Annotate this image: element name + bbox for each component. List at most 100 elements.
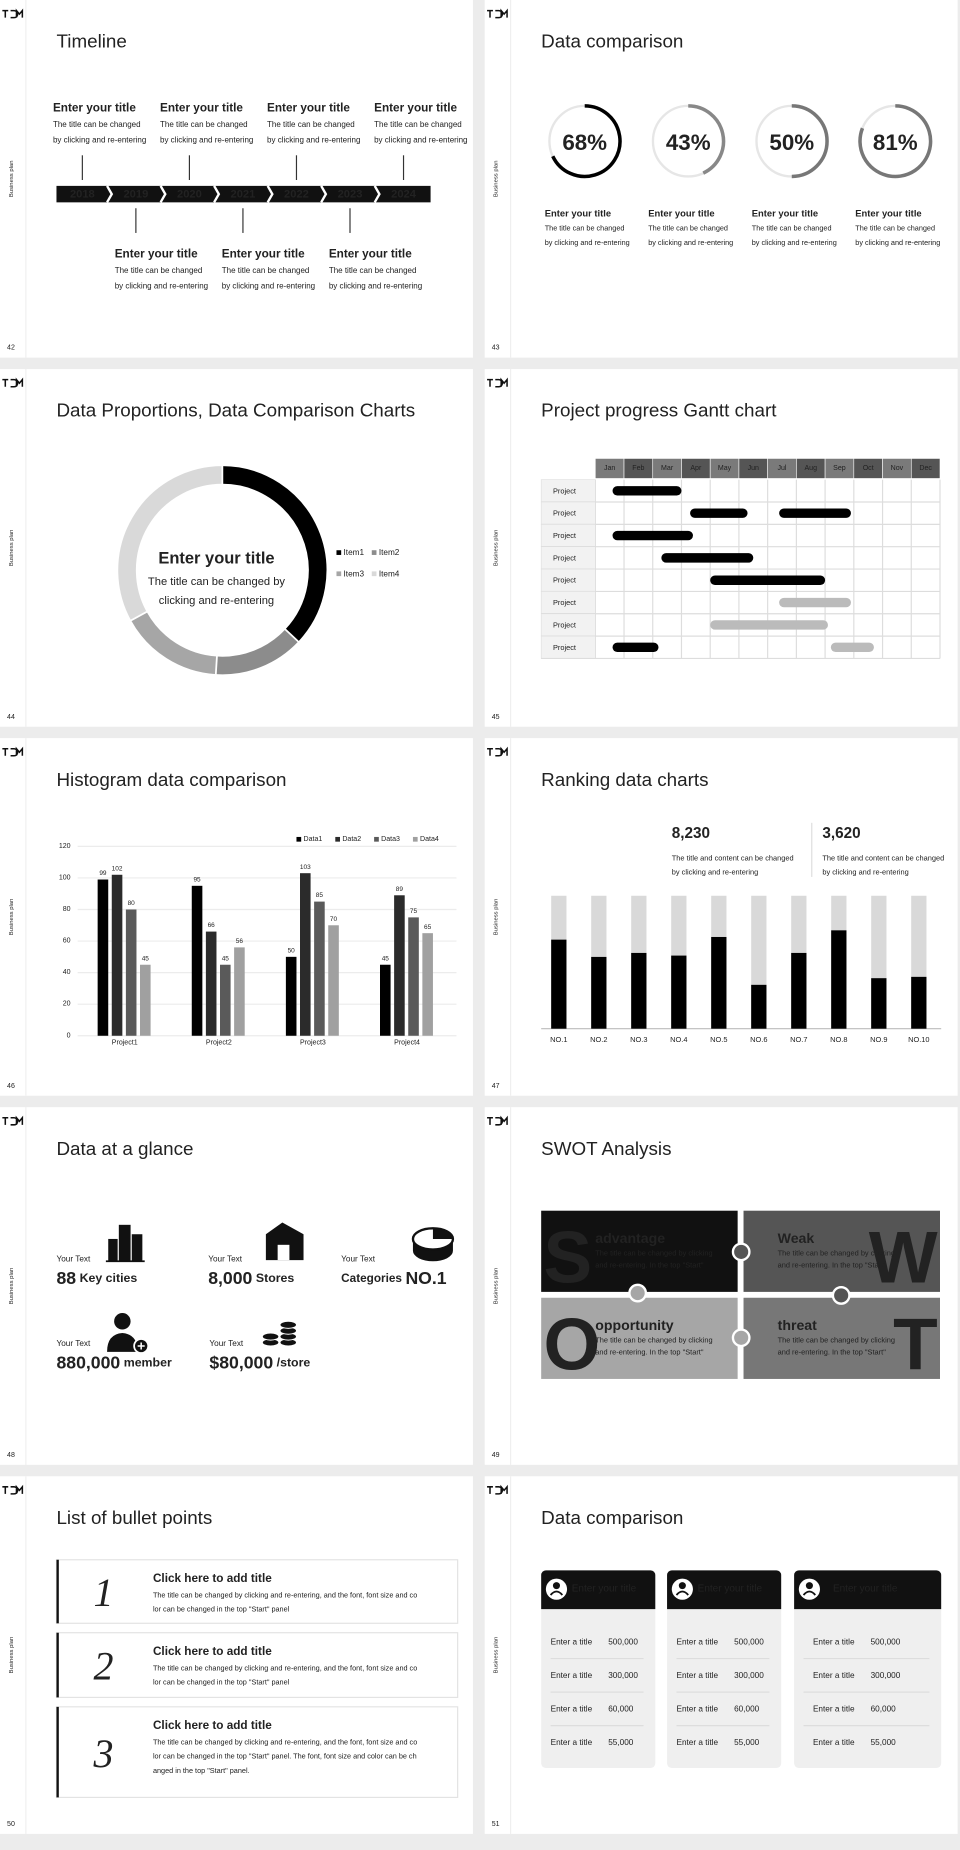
icon-store bbox=[265, 1222, 304, 1261]
x-tick-label: NO.9 bbox=[870, 1035, 887, 1044]
card-icon-body bbox=[549, 1590, 564, 1596]
bullet-box bbox=[55, 1706, 459, 1799]
month-label: Dec bbox=[919, 465, 932, 472]
row-value: 500,000 bbox=[734, 1638, 764, 1647]
stat-text: The title and content can be changed bbox=[672, 854, 794, 863]
event-text: The title can be changed bbox=[267, 120, 355, 129]
timeline-year: 2020 bbox=[177, 189, 202, 201]
event-text: The title can be changed bbox=[374, 120, 462, 129]
month-label: May bbox=[718, 465, 732, 472]
bar-value-label: 70 bbox=[330, 916, 338, 923]
bar-value-label: 103 bbox=[300, 864, 311, 871]
item-text: The title can be changed bbox=[752, 224, 832, 233]
event-text: by clicking and re-entering bbox=[160, 136, 253, 145]
page-number: 49 bbox=[492, 1452, 500, 1459]
logo bbox=[487, 1115, 508, 1126]
bar bbox=[591, 956, 607, 1029]
bullet-text: anged in the top "Start" panel. bbox=[153, 1766, 250, 1775]
swot-text: and re-entering. In the top "Start" bbox=[595, 1347, 704, 1356]
month-label: Jul bbox=[778, 465, 787, 472]
logo bbox=[2, 1484, 24, 1495]
timeline-year: 2021 bbox=[231, 189, 256, 201]
y-tick-label: 20 bbox=[63, 1001, 71, 1008]
swot-text: The title can be changed by clicking bbox=[778, 1249, 895, 1258]
swot-knob bbox=[831, 1285, 851, 1305]
slide-title: Data Proportions, Data Comparison Charts bbox=[56, 400, 415, 421]
row-label: Enter a title bbox=[813, 1705, 855, 1714]
month-label: Oct bbox=[863, 465, 874, 472]
page-number: 45 bbox=[492, 714, 500, 721]
slide-title: Project progress Gantt chart bbox=[541, 400, 777, 421]
bar bbox=[791, 952, 807, 1029]
bar-value-label: 85 bbox=[316, 892, 324, 899]
bar-value-label: 45 bbox=[222, 955, 230, 962]
event-text: by clicking and re-entering bbox=[53, 136, 146, 145]
slide: Business plan 50 List of bullet points 1 Cli… bbox=[0, 1476, 473, 1834]
x-tick-label: Project4 bbox=[394, 1039, 420, 1046]
donut-segment bbox=[131, 611, 218, 675]
event-text: The title can be changed bbox=[222, 266, 310, 275]
bullet-number: 3 bbox=[93, 1731, 114, 1776]
donut-center-title: Enter your title bbox=[158, 549, 274, 567]
bar bbox=[220, 964, 231, 1036]
swot-piece bbox=[743, 1210, 940, 1292]
item-unit: member bbox=[124, 1355, 172, 1369]
gantt-bar bbox=[661, 553, 754, 563]
donut-segment bbox=[215, 629, 299, 675]
bar bbox=[831, 930, 847, 1029]
swot-title: Weak bbox=[778, 1230, 815, 1246]
page-number: 42 bbox=[7, 345, 15, 352]
stat-text: by clicking and re-entering bbox=[672, 868, 758, 877]
item-text: by clicking and re-entering bbox=[752, 238, 837, 247]
bullet-box bbox=[55, 1632, 459, 1699]
row-label: Enter a title bbox=[676, 1738, 718, 1747]
item-label: Your Text bbox=[208, 1254, 243, 1263]
icon-building bbox=[118, 1224, 131, 1262]
swot-text: and re-entering. In the top "Start" bbox=[778, 1347, 887, 1356]
legend-label: Data4 bbox=[420, 836, 439, 843]
row-label: Project bbox=[553, 531, 576, 540]
month-header bbox=[910, 458, 941, 479]
item-text: The title can be changed bbox=[648, 224, 728, 233]
event-text: The title can be changed bbox=[115, 266, 203, 275]
bar bbox=[125, 909, 137, 1036]
row-value: 55,000 bbox=[608, 1738, 634, 1747]
legend-swatch bbox=[371, 571, 377, 577]
donut-center-text: The title can be changed by bbox=[148, 576, 285, 588]
row-label: Project bbox=[553, 553, 576, 562]
swot-knob bbox=[628, 1283, 648, 1303]
event-text: by clicking and re-entering bbox=[329, 281, 422, 290]
stat-text: by clicking and re-entering bbox=[822, 868, 908, 877]
bullet-text: lor can be changed in the top "Start" pa… bbox=[153, 1678, 290, 1687]
card-title: Enter your title bbox=[572, 1584, 637, 1595]
slide: Business plan 49 SWOT Analysis S advantage Th… bbox=[484, 1107, 958, 1465]
legend-label: Item4 bbox=[379, 569, 400, 578]
swot-text: and re-entering. In the top "Start" bbox=[595, 1260, 704, 1269]
bar bbox=[300, 873, 311, 1036]
icon-head bbox=[114, 1313, 131, 1330]
event-title: Enter your title bbox=[160, 102, 243, 115]
row-value: 300,000 bbox=[608, 1671, 638, 1680]
item-title: Enter your title bbox=[855, 207, 921, 218]
side-label: Business plan bbox=[9, 899, 15, 936]
bar-value-label: 50 bbox=[288, 947, 296, 954]
item-title: Enter your title bbox=[648, 207, 714, 218]
bar bbox=[551, 939, 567, 1029]
item-unit: /store bbox=[277, 1355, 311, 1369]
event-text: The title can be changed bbox=[329, 266, 417, 275]
event-text: by clicking and re-entering bbox=[374, 136, 467, 145]
page-number: 51 bbox=[492, 1821, 500, 1828]
bullet-number: 2 bbox=[94, 1644, 114, 1689]
icon-plus-sign bbox=[137, 1342, 145, 1350]
month-label: Jan bbox=[604, 465, 615, 472]
item-text: The title can be changed bbox=[545, 224, 625, 233]
row-label: Enter a title bbox=[676, 1705, 718, 1714]
slide-title: Histogram data comparison bbox=[56, 769, 286, 790]
timeline-year: 2019 bbox=[123, 189, 148, 201]
side-label: Business plan bbox=[9, 530, 15, 567]
side-label: Business plan bbox=[9, 1268, 15, 1305]
month-label: Aug bbox=[804, 465, 817, 472]
y-tick-label: 0 bbox=[67, 1032, 71, 1039]
